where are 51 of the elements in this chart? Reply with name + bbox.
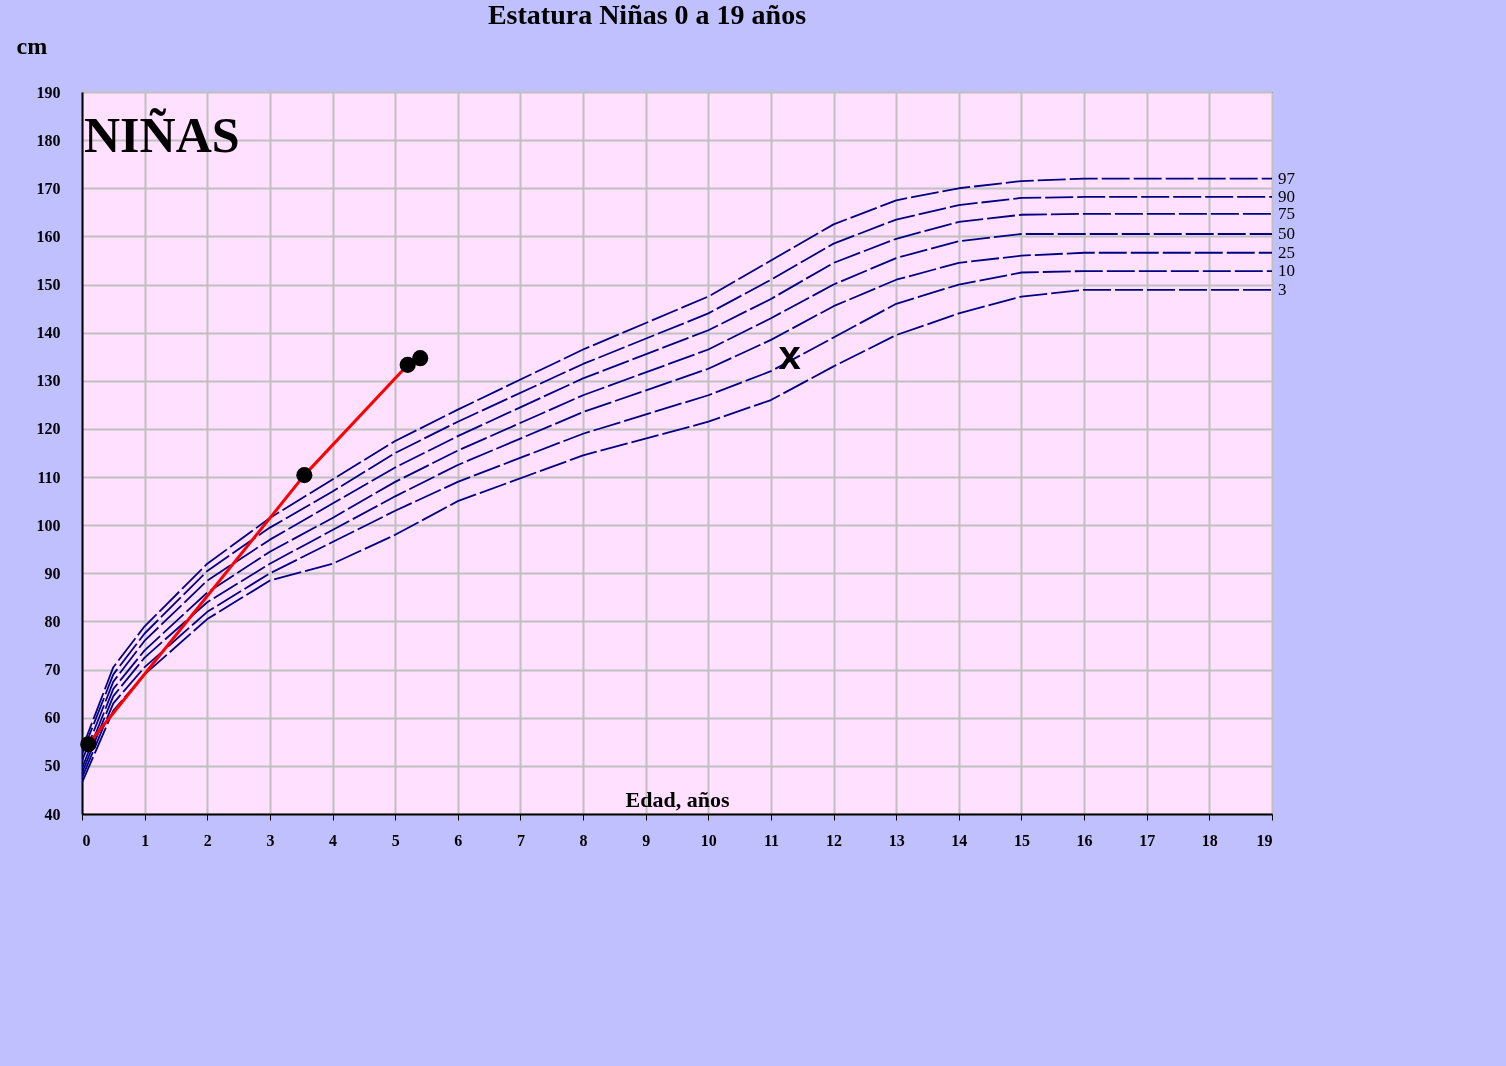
x-tick-label: 10 [700,831,717,849]
y-tick-label: 60 [44,709,61,727]
series-label: 25 [1278,242,1295,262]
x-tick-label: 8 [579,831,588,849]
x-tick-label: 13 [888,831,905,849]
x-tick-label: 7 [516,831,525,849]
y-tick-label: 140 [36,324,61,342]
x-tick-label: 18 [1201,831,1218,849]
y-tick-label: 50 [44,757,61,775]
x-tick-label: 14 [951,831,968,849]
x-tick-label: 12 [826,831,843,849]
x-tick-label: 1 [141,831,150,849]
x-tick-label: 16 [1076,831,1093,849]
series-label: 10 [1278,261,1295,281]
point [399,356,416,373]
x-tick-label: 17 [1139,831,1156,849]
point [412,350,429,367]
x-tick-label: 5 [391,831,400,849]
y-tick-label: 70 [44,661,61,679]
y-tick-label: 160 [36,227,61,245]
y-tick-label: 80 [44,612,61,630]
series-label: 97 [1278,168,1296,188]
annotation: NIÑAS [84,107,240,163]
x-tick-label: 3 [266,831,275,849]
y-tick-label: 180 [36,131,61,149]
y-tick-label: 90 [44,564,61,582]
y-tick-label: 120 [36,420,61,438]
chart-title: Estatura Niñas 0 a 19 años [487,0,807,30]
point [80,736,97,753]
series-label: 3 [1278,279,1287,299]
series-label: 50 [1278,223,1295,243]
series-label: 90 [1278,186,1295,206]
series-label: 75 [1278,203,1295,223]
y-tick-label: 190 [36,83,61,101]
x-tick-label: 11 [763,831,780,849]
x-tick-label: 2 [203,831,212,849]
x-tick-label: 19 [1256,831,1273,849]
x-tick-label: 15 [1013,831,1030,849]
x-axis-title: Edad, años [625,786,730,812]
y-tick-label: 110 [37,468,61,486]
y-tick-label: 130 [36,372,61,390]
point [296,467,313,484]
x-tick-label: 6 [454,831,463,849]
y-axis-title: cm [16,32,48,59]
y-tick-label: 40 [44,805,61,823]
x-tick-label: 4 [329,831,338,849]
x-tick-label: 9 [642,831,651,849]
y-tick-label: 170 [36,179,61,197]
x-tick-label: 0 [82,831,91,849]
y-tick-label: 150 [36,276,61,294]
y-tick-label: 100 [36,516,61,534]
